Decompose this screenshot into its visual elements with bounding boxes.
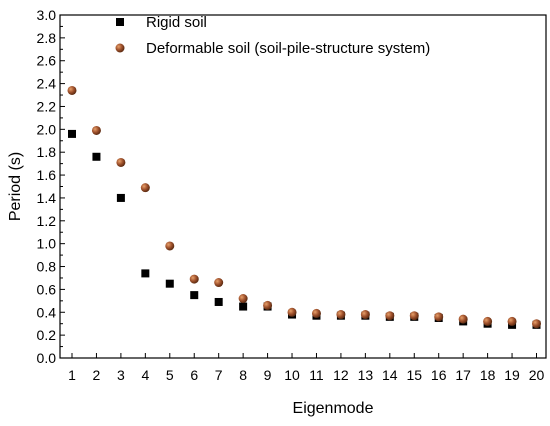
deformable-soil-point [532, 319, 541, 329]
rigid-soil-point [116, 193, 125, 202]
x-tick-label: 4 [141, 367, 149, 383]
deformable-soil-point [189, 274, 199, 284]
deformable-soil-point [238, 294, 248, 304]
rigid-soil-point [68, 129, 76, 138]
deformable-soil-point [263, 300, 273, 310]
data-series [67, 85, 541, 329]
deformable-soil-point [483, 316, 493, 326]
x-axis-title: Eigenmode [293, 400, 374, 417]
x-tick-label: 10 [284, 367, 300, 383]
x-tick-label: 19 [504, 367, 520, 383]
x-tick-label: 5 [166, 367, 174, 383]
y-axis-ticks: 0.0 0.2 0.4 0.6 0.8 1.0 1.2 1.4 1.6 1.8 2.0 2.2 2.4 2… [37, 7, 65, 366]
deformable-soil-point [409, 311, 419, 321]
x-tick-label: 2 [93, 367, 101, 383]
y-tick-label: 0.6 [37, 281, 57, 297]
deformable-soil-point [214, 278, 224, 288]
deformable-soil-point [336, 310, 346, 320]
deformable-soil-point [140, 183, 150, 193]
deformable-soil-point [385, 311, 395, 321]
rigid-soil-point [239, 302, 248, 311]
x-tick-label: 8 [239, 367, 247, 383]
deformable-soil-point [287, 307, 297, 317]
y-tick-label: 2.4 [37, 76, 57, 92]
x-tick-label: 1 [68, 367, 76, 383]
rigid-soil-point [214, 297, 223, 306]
rigid-soil-point [141, 269, 150, 278]
series-deformable-soil [67, 85, 541, 329]
y-tick-label: 0.0 [37, 350, 57, 366]
y-tick-label: 2.0 [37, 121, 57, 137]
deformable-soil-point [434, 312, 444, 322]
x-tick-label: 6 [190, 367, 198, 383]
deformable-soil-point [458, 314, 468, 324]
y-tick-label: 3.0 [37, 7, 57, 23]
legend-label-rigid-soil: Rigid soil [146, 14, 207, 31]
x-axis-ticks: 1 2 3 4 5 6 7 8 9 10 11 12 13 14 15 16 17 18 19 20 [68, 353, 544, 383]
y-tick-label: 1.4 [37, 190, 57, 206]
x-tick-label: 12 [333, 367, 349, 383]
plot-area [59, 14, 547, 359]
y-tick-label: 2.2 [37, 98, 57, 114]
x-tick-label: 17 [455, 367, 471, 383]
x-tick-label: 13 [358, 367, 374, 383]
y-tick-label: 0.8 [37, 259, 57, 275]
deformable-soil-point [91, 125, 101, 135]
legend-label-deformable-soil: Deformable soil (soil-pile-structure sys… [146, 40, 430, 57]
plot-frame [59, 14, 547, 359]
x-tick-label: 20 [529, 367, 545, 383]
deformable-soil-point [116, 157, 126, 167]
y-tick-label: 1.2 [37, 213, 57, 229]
deformable-soil-point [507, 316, 517, 326]
y-tick-label: 1.0 [37, 236, 57, 252]
deformable-soil-point [165, 241, 175, 251]
x-tick-label: 7 [215, 367, 223, 383]
legend-marker-deformable-soil [115, 43, 125, 53]
x-tick-label: 15 [406, 367, 422, 383]
y-tick-label: 1.8 [37, 144, 57, 160]
deformable-soil-point [67, 85, 77, 95]
y-tick-label: 1.6 [37, 167, 57, 183]
deformable-soil-point [311, 308, 321, 318]
x-tick-label: 3 [117, 367, 125, 383]
series-rigid-soil [68, 129, 541, 329]
rigid-soil-point [92, 152, 101, 161]
rigid-soil-point [190, 291, 199, 300]
y-tick-label: 2.6 [37, 53, 57, 69]
y-axis-title: Period (s) [7, 152, 24, 221]
y-tick-label: 0.2 [37, 327, 57, 343]
deformable-soil-point [360, 310, 370, 320]
legend-marker-rigid-soil [116, 18, 124, 26]
y-tick-label: 0.4 [37, 304, 57, 320]
rigid-soil-point [165, 279, 174, 288]
x-tick-label: 14 [382, 367, 398, 383]
y-tick-label: 2.8 [37, 30, 57, 46]
x-tick-label: 16 [431, 367, 447, 383]
legend: Rigid soil Deformable soil (soil-pile-str… [115, 14, 430, 57]
x-tick-label: 11 [309, 367, 324, 383]
x-tick-label: 9 [264, 367, 272, 383]
x-tick-label: 18 [480, 367, 496, 383]
